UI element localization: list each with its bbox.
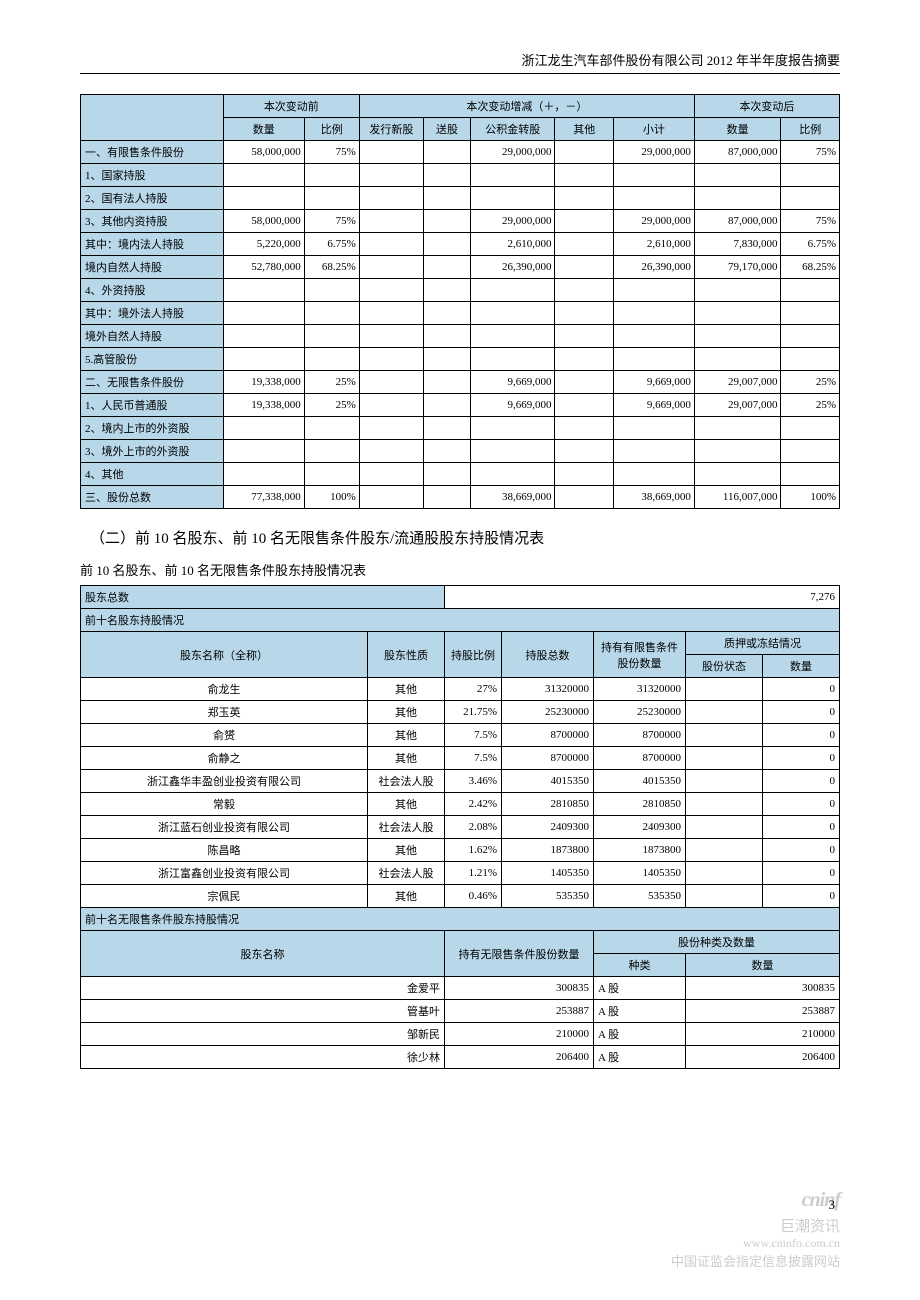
table-row: 2、境内上市的外资股 bbox=[81, 417, 840, 440]
page-number: 3 bbox=[829, 1197, 836, 1213]
table-row: 管基叶253887A 股253887 bbox=[81, 1000, 840, 1023]
table-row: 1、国家持股 bbox=[81, 164, 840, 187]
table-row: 3、境外上市的外资股 bbox=[81, 440, 840, 463]
table-row: 境内自然人持股52,780,00068.25%26,390,00026,390,… bbox=[81, 256, 840, 279]
shareholder-table: 股东总数 7,276 前十名股东持股情况 股东名称（全称） 股东性质 持股比例 … bbox=[80, 585, 840, 1069]
table-row: 浙江富鑫创业投资有限公司社会法人股1.21%140535014053500 bbox=[81, 862, 840, 885]
table-row: 宗佩民其他0.46%5353505353500 bbox=[81, 885, 840, 908]
table-row: 浙江蓝石创业投资有限公司社会法人股2.08%240930024093000 bbox=[81, 816, 840, 839]
share-change-table: 本次变动前 本次变动增减（＋，－） 本次变动后 数量 比例 发行新股 送股 公积… bbox=[80, 94, 840, 509]
table-row: 5.高管股份 bbox=[81, 348, 840, 371]
table-row: 其中：境内法人持股5,220,0006.75%2,610,0002,610,00… bbox=[81, 233, 840, 256]
table-row: 4、外资持股 bbox=[81, 279, 840, 302]
table-row: 三、股份总数77,338,000100%38,669,00038,669,000… bbox=[81, 486, 840, 509]
table-row: 金爱平300835A 股300835 bbox=[81, 977, 840, 1000]
table-row: 1、人民币普通股19,338,00025%9,669,0009,669,0002… bbox=[81, 394, 840, 417]
page-footer: cninf 3 巨潮资讯 www.cninfo.com.cn 中国证监会指定信息… bbox=[671, 1189, 840, 1270]
table-row: 其中：境外法人持股 bbox=[81, 302, 840, 325]
table-row: 一、有限售条件股份58,000,00075%29,000,00029,000,0… bbox=[81, 141, 840, 164]
table-row: 2、国有法人持股 bbox=[81, 187, 840, 210]
table-row: 陈昌略其他1.62%187380018738000 bbox=[81, 839, 840, 862]
table-row: 邹新民210000A 股210000 bbox=[81, 1023, 840, 1046]
table-row: 3、其他内资持股58,000,00075%29,000,00029,000,00… bbox=[81, 210, 840, 233]
page-header: 浙江龙生汽车部件股份有限公司 2012 年半年度报告摘要 bbox=[80, 50, 840, 74]
table-row: 郑玉英其他21.75%25230000252300000 bbox=[81, 701, 840, 724]
table-row: 徐少林206400A 股206400 bbox=[81, 1046, 840, 1069]
table-row: 俞龙生其他27%31320000313200000 bbox=[81, 678, 840, 701]
table-row: 二、无限售条件股份19,338,00025%9,669,0009,669,000… bbox=[81, 371, 840, 394]
section-2-title: （二）前 10 名股东、前 10 名无限售条件股东/流通股股东持股情况表 bbox=[90, 527, 840, 548]
table-row: 境外自然人持股 bbox=[81, 325, 840, 348]
section-2-subtitle: 前 10 名股东、前 10 名无限售条件股东持股情况表 bbox=[80, 560, 840, 579]
table-row: 4、其他 bbox=[81, 463, 840, 486]
table-row: 俞静之其他7.5%870000087000000 bbox=[81, 747, 840, 770]
table-row: 浙江鑫华丰盈创业投资有限公司社会法人股3.46%401535040153500 bbox=[81, 770, 840, 793]
table-row: 俞赟其他7.5%870000087000000 bbox=[81, 724, 840, 747]
table-row: 常毅其他2.42%281085028108500 bbox=[81, 793, 840, 816]
